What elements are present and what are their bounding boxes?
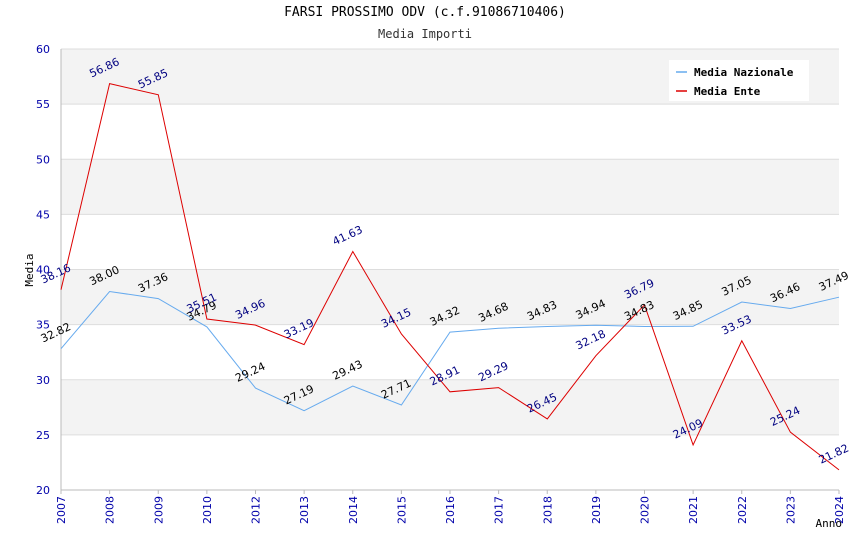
legend-box	[669, 60, 809, 101]
x-tick-label: 2016	[444, 496, 457, 524]
x-tick-label: 2014	[347, 496, 360, 524]
x-tick-label: 2008	[104, 496, 117, 524]
x-tick-label: 2012	[250, 496, 263, 524]
x-tick-label: 2018	[541, 496, 554, 524]
y-tick-label: 60	[36, 43, 50, 56]
x-tick-label: 2015	[395, 496, 408, 524]
y-tick-label: 55	[36, 98, 50, 111]
x-tick-label: 2022	[736, 496, 749, 524]
x-tick-label: 2009	[152, 496, 165, 524]
series-lines	[60, 83, 840, 471]
grid-lines	[61, 48, 839, 491]
x-tick-label: 2007	[55, 496, 68, 524]
legend-label: Media Nazionale	[694, 66, 794, 79]
y-tick-labels: 20 25 30 35 40 45 50 55 60	[36, 43, 50, 497]
x-tick-label: 2020	[639, 496, 652, 524]
x-tick-label: 2021	[687, 496, 700, 524]
plot-band	[61, 269, 839, 325]
x-tick-label: 2024	[833, 496, 846, 524]
axes	[60, 49, 840, 494]
plot-band	[61, 434, 839, 490]
legend-label: Media Ente	[694, 85, 761, 98]
series-line-media-nazionale	[60, 290, 840, 412]
y-tick-label: 20	[36, 484, 50, 497]
plot-band	[61, 379, 839, 435]
x-tick-label: 2019	[590, 496, 603, 524]
y-axis-label: Media	[23, 253, 36, 286]
legend: Media Nazionale Media Ente	[669, 60, 809, 101]
chart-subtitle: Media Importi	[378, 27, 472, 41]
x-tick-label: 2017	[493, 496, 506, 524]
y-tick-label: 25	[36, 429, 50, 442]
plot-band	[61, 214, 839, 270]
plot-bands	[61, 49, 839, 490]
x-axis-label: Anno	[816, 517, 843, 530]
plot-band	[61, 159, 839, 215]
series-line-media-ente	[60, 83, 840, 471]
y-tick-label: 30	[36, 374, 50, 387]
y-tick-label: 35	[36, 319, 50, 332]
plot-band	[61, 324, 839, 380]
chart-title: FARSI PROSSIMO ODV (c.f.91086710406)	[284, 5, 566, 20]
x-tick-label: 2013	[298, 496, 311, 524]
x-tick-labels: 2007 2008 2009 2010 2012 2013 2014 2015 2016 2017…	[55, 496, 846, 524]
y-tick-label: 45	[36, 208, 50, 221]
plot-band	[61, 104, 839, 160]
x-tick-label: 2010	[201, 496, 214, 524]
y-tick-label: 40	[36, 264, 50, 277]
y-tick-label: 50	[36, 153, 50, 166]
x-tick-label: 2023	[784, 496, 797, 524]
